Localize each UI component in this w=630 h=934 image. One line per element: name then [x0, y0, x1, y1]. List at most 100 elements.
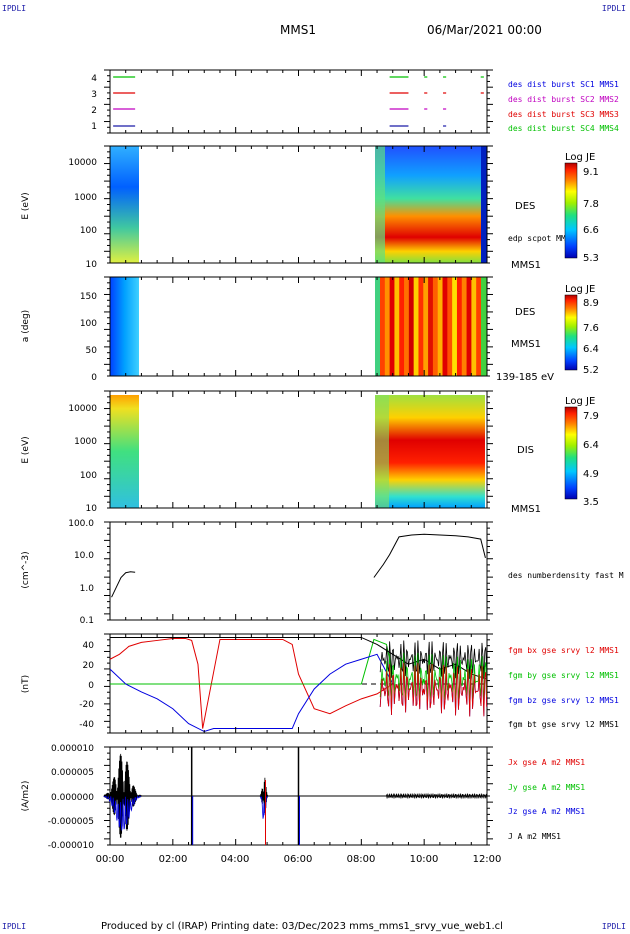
dens-legend: des numberdensity fast M: [508, 571, 624, 580]
des-energy-spectrogram-left: [110, 146, 139, 263]
dens-series: [111, 533, 486, 598]
bfield-noise: [379, 652, 488, 707]
pitch-stripe: [466, 277, 472, 376]
desP-ytick-50: 50: [86, 346, 98, 356]
pitch-stripe: [404, 277, 410, 376]
desE-bottom-label: MMS1: [511, 260, 541, 271]
avail-legend-sc1: des dist burst SC1 MMS1: [508, 80, 619, 89]
j-ytick-0: 0.000000: [51, 793, 94, 803]
pitch-stripe: [389, 277, 395, 376]
des-pitch-spectrogram-right: [375, 277, 487, 376]
desE-overlay-label: edp scpot MMS1: [508, 234, 576, 243]
pitch-stripe: [442, 277, 448, 376]
dis-energy-spectrogram-right: [375, 395, 485, 508]
disE-cbar-tick-3: 4.9: [583, 469, 599, 480]
avail-ytick-4: 4: [91, 74, 97, 84]
pitch-stripe: [408, 277, 415, 376]
bfield-ylabel: (nT): [21, 675, 31, 693]
corner-label-top-right: IPDLI: [601, 4, 626, 13]
bfield-line: [109, 653, 394, 733]
disE-ytick-1000: 1000: [74, 437, 97, 447]
j-burst-z: [103, 794, 142, 831]
mission-title: MMS1: [280, 23, 316, 37]
dens-line: [373, 533, 486, 578]
dens-ytick-0.1: 0.1: [80, 616, 94, 626]
des-energy-spectrogram-right: [375, 146, 481, 263]
corner-label-bottom-left: IPDLI: [2, 922, 27, 931]
pitch-stripe: [471, 277, 477, 376]
time-tick-0200: 02:00: [159, 854, 188, 865]
avail-ytick-3: 3: [91, 90, 97, 100]
desP-sublabel: MMS1: [511, 339, 541, 350]
desP-cbar-title: Log JE: [565, 284, 595, 295]
avail-segments: [113, 76, 484, 127]
desE-cbar-tick-3: 6.6: [583, 225, 599, 236]
dens-line: [111, 571, 136, 598]
dens-ytick-100: 100.0: [68, 519, 94, 529]
panel-density: 100.0 10.0 1.0 0.1 (cm^-3) des numberden…: [21, 519, 624, 626]
pitch-stripe: [437, 277, 444, 376]
panel-magnetic-field: 40 20 0 -20 -40 (nT) fgm bx gse srvy l2 …: [21, 633, 619, 734]
time-tick-1000: 10:00: [410, 854, 439, 865]
j-legend-jx: Jx gse A m2 MMS1: [508, 758, 585, 767]
desE-cbar-title: Log JE: [565, 152, 595, 163]
pitch-stripe: [452, 277, 458, 376]
j-ytick-neg10: -0.000010: [48, 841, 94, 851]
desE-cbar-tick-min: 5.3: [583, 253, 599, 264]
corner-label-bottom-right: IPDLI: [601, 922, 626, 931]
pitch-stripe: [394, 277, 400, 376]
j-legend-jz: Jz gse A m2 MMS1: [508, 807, 585, 816]
pitch-stripe: [428, 277, 434, 376]
panel-current-density: 0.000010 0.000005 0.000000 -0.000005 -0.…: [21, 744, 585, 851]
time-tick-1200: 12:00: [473, 854, 502, 865]
pitch-stripe: [461, 277, 468, 376]
panel-availability: 4 3 2 1 des dist burst SC1 MMS1 des dist…: [91, 69, 619, 134]
desP-ytick-0: 0: [91, 373, 97, 383]
pitch-stripe: [399, 277, 405, 376]
disE-cbar-tick-2: 6.4: [583, 440, 599, 451]
datetime-title: 06/Mar/2021 00:00: [427, 23, 542, 37]
avail-legend-sc4: des dist burst SC4 MMS4: [508, 124, 619, 133]
desP-bottom-label: 139-185 eV: [496, 372, 554, 383]
pitch-stripe: [423, 277, 429, 376]
avail-legend-sc3: des dist burst SC3 MMS3: [508, 110, 619, 119]
dens-ytick-10: 10.0: [74, 551, 94, 561]
bfield-legend-bt: fgm bt gse srvy l2 MMS1: [508, 720, 619, 729]
bfield-noise: [379, 662, 488, 717]
bfield-legend-bx: fgm bx gse srvy l2 MMS1: [508, 646, 619, 655]
desP-colorbar: [564, 294, 578, 371]
desP-ylabel: a (deg): [21, 310, 31, 342]
dens-ytick-1: 1.0: [80, 584, 95, 594]
desP-cbar-tick-2: 7.6: [583, 323, 599, 334]
j-burst-z: [259, 796, 269, 819]
dens-ylabel: (cm^-3): [21, 551, 31, 588]
time-tick-0000: 00:00: [96, 854, 125, 865]
time-axis-ticks: [104, 69, 493, 846]
avail-ytick-2: 2: [91, 106, 97, 116]
corner-label-top-left: IPDLI: [2, 4, 27, 13]
j-legend-j: J A m2 MMS1: [508, 832, 561, 841]
bfield-legend-bz: fgm bz gse srvy l2 MMS1: [508, 696, 619, 705]
j-late-noise: [386, 792, 488, 800]
pitch-stripe: [432, 277, 439, 376]
time-tick-0400: 04:00: [221, 854, 250, 865]
desE-ytick-10000: 10000: [68, 158, 97, 168]
disE-ytick-10000: 10000: [68, 404, 97, 414]
panel-des-pitch: 150 100 50 0 a (deg) DES MMS1 139-185 eV…: [21, 276, 599, 383]
bfield-ytick-m40: -40: [79, 720, 94, 730]
desE-ylabel: E (eV): [21, 192, 31, 219]
disE-ylabel: E (eV): [21, 436, 31, 463]
bfield-line: [110, 638, 394, 685]
time-tick-0600: 06:00: [284, 854, 313, 865]
j-ytick-pos5: 0.000005: [51, 768, 94, 778]
bfield-ytick-0: 0: [88, 681, 94, 691]
disE-cbar-tick-max: 7.9: [583, 411, 599, 422]
disE-cbar-tick-min: 3.5: [583, 497, 599, 508]
footer-credit: Produced by cl (IRAP) Printing date: 03/…: [101, 921, 503, 932]
pitch-stripe: [418, 277, 424, 376]
disE-cbar-title: Log JE: [565, 396, 595, 407]
desP-ytick-100: 100: [80, 319, 97, 329]
j-ytick-pos10: 0.000010: [51, 744, 94, 754]
pitch-stripe: [476, 277, 482, 376]
